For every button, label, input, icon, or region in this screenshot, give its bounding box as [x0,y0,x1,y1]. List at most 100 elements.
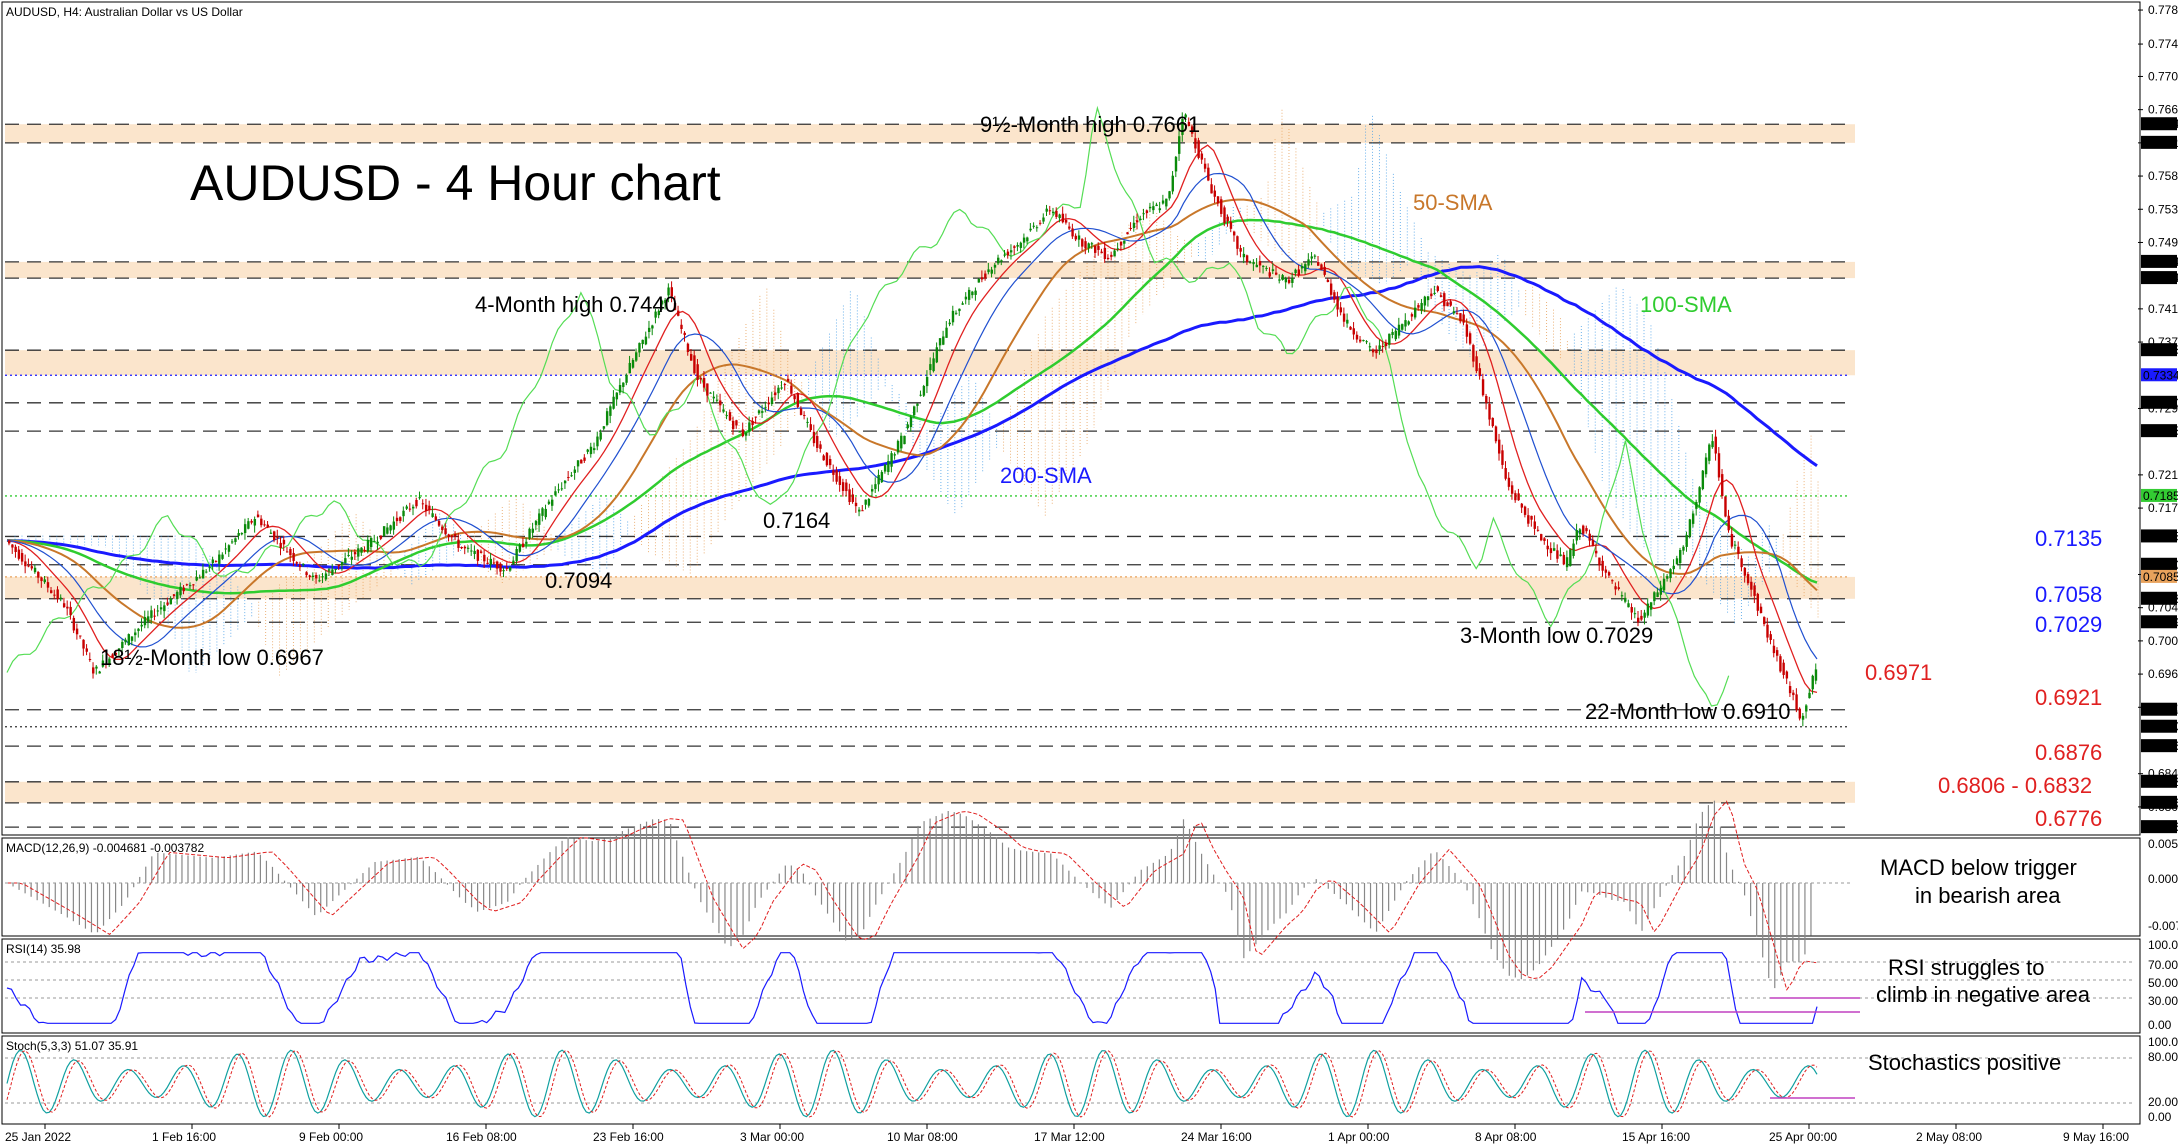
label-50-sma: 50-SMA [1413,190,1493,215]
candle-body [331,569,334,576]
candle-body [709,392,712,394]
candle-body [1381,345,1385,347]
x-tick-label-4: 23 Feb 16:00 [593,1130,664,1144]
level-tag-13 [2141,615,2177,629]
candle-body [1462,314,1465,323]
candle-body [379,535,383,539]
candle-body [1637,617,1640,623]
candle-body [201,569,205,579]
candle-body [1155,204,1158,207]
candle-body [570,475,573,477]
candle-body [1142,213,1145,215]
candle-body [854,502,858,507]
candle-body [858,509,861,512]
candle-body [176,591,179,600]
candle-body [799,408,803,415]
candle-body [919,394,922,396]
candle-body [221,554,224,559]
candle-body [1158,208,1162,211]
candle-body [1200,153,1204,160]
candle-body [66,606,69,609]
candle-body [1620,595,1624,597]
candle-body [1572,543,1575,556]
candle-body [1546,545,1549,550]
candle-body [101,660,105,667]
candle-body [1210,184,1213,194]
candle-body [1756,593,1759,611]
candle-body [812,431,816,444]
candle-body [108,658,111,665]
price-tick-label-8: 0.74160 [2148,302,2178,316]
x-tick-label-7: 17 Mar 12:00 [1034,1130,1105,1144]
candle-body [1262,265,1265,267]
candle-body [531,528,535,533]
candle-body [602,426,606,429]
level-label-0-7029: 0.7029 [2035,612,2102,637]
candle-body [376,541,379,544]
candle-body [285,551,289,553]
candle-body [1523,506,1527,515]
level-tag-15 [2141,719,2177,733]
candle-body [1481,379,1485,396]
candle-body [573,469,577,473]
candle-body [732,420,735,429]
candle-body [664,299,667,304]
candle-body [1287,279,1291,283]
candle-body [444,528,447,535]
candle-body [1404,320,1407,327]
candle-body [502,570,505,572]
candle-body [1081,239,1084,247]
candle-body [470,550,473,552]
candle-body [1666,576,1669,579]
candle-body [1501,450,1504,465]
candle-body [1051,211,1055,214]
level-tag-4 [2141,343,2177,357]
x-tick-label-9: 1 Apr 00:00 [1328,1130,1390,1144]
candle-body [689,354,693,361]
candle-body [576,460,580,467]
candle-body [11,544,14,548]
candle-body [1310,256,1313,259]
candle-body [298,565,302,567]
candle-body [1384,342,1388,347]
candle-body [1394,330,1397,340]
candle-body [1456,313,1459,315]
candle-body [224,548,227,550]
candle-body [266,524,269,528]
candle-body [1733,544,1737,546]
candle-body [412,506,415,509]
candle-body [1284,278,1288,283]
candle-body [641,339,644,345]
candle-body [218,554,221,564]
candle-body [670,287,673,297]
candle-body [1103,247,1107,259]
candle-body [1510,485,1514,494]
candle-body [334,568,337,570]
candle-body [1520,503,1524,508]
candle-body [1016,244,1019,247]
level-tag-6 [2141,395,2177,409]
candle-body [1643,612,1646,618]
candle-body [1633,613,1637,615]
candle-body [589,446,593,455]
candle-body [964,296,968,300]
candle-body [1614,586,1617,590]
annotation-18m-low: 18½-Month low 0.6967 [100,645,324,670]
candle-body [357,548,360,557]
candle-body [30,566,34,569]
annotation-0-7094: 0.7094 [545,568,612,593]
candle-body [1559,554,1562,557]
candle-body [1139,218,1142,221]
rsi-comment-2: climb in negative area [1876,982,2091,1007]
candle-body [295,562,299,564]
candle-body [46,582,50,588]
candle-body [473,550,476,554]
candle-body [1329,283,1333,295]
candle-body [37,572,40,578]
candle-body [1339,307,1343,313]
candle-body [1352,328,1355,335]
